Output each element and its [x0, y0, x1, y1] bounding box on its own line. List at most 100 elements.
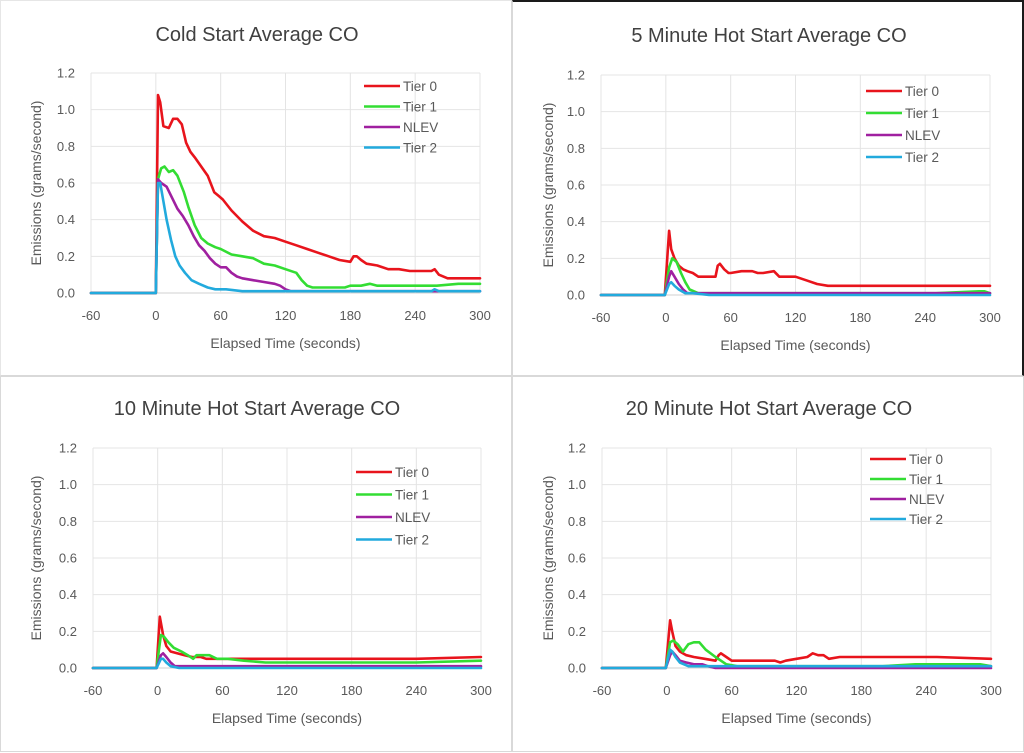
- chart-title: 20 Minute Hot Start Average CO: [626, 398, 912, 420]
- x-tick-label: 0: [154, 683, 161, 698]
- y-tick-label: 1.0: [568, 477, 586, 492]
- y-tick-label: 1.2: [568, 441, 586, 456]
- series-line-tier-0: [600, 619, 993, 670]
- y-tick-label: 0.8: [59, 514, 77, 529]
- x-tick-label: 300: [979, 310, 1001, 325]
- chart-title: 5 Minute Hot Start Average CO: [631, 25, 906, 47]
- series-line-tier-1: [91, 633, 483, 670]
- x-axis-label: Elapsed Time (seconds): [212, 710, 362, 726]
- y-tick-label: 0.4: [59, 587, 77, 602]
- legend-label: Tier 0: [395, 465, 429, 480]
- x-tick-label: 300: [980, 683, 1002, 698]
- x-tick-label: 180: [341, 683, 363, 698]
- y-tick-label: 1.0: [57, 102, 75, 117]
- y-tick-label: 0.4: [57, 212, 75, 227]
- line-chart: Cold Start Average CO 0.0 0.2 0.4 0.6 0.8 1.0 1…: [28, 24, 491, 351]
- x-tick-label: 300: [469, 308, 491, 323]
- legend-label: Tier 2: [403, 141, 437, 156]
- y-tick-label: 0.6: [567, 178, 585, 193]
- x-tick-label: 60: [724, 683, 738, 698]
- y-tick-label: 0.2: [567, 251, 585, 266]
- series-line-tier-2: [91, 657, 483, 670]
- y-tick-label: 1.2: [57, 66, 75, 81]
- legend-label: Tier 2: [395, 533, 429, 548]
- chart-legend: Tier 0 Tier 1 NLEV Tier 2: [364, 79, 438, 156]
- series-line-tier-1: [600, 639, 993, 670]
- y-tick-label: 0.0: [59, 661, 77, 676]
- y-tick-label: 1.0: [59, 477, 77, 492]
- legend-label: Tier 1: [403, 100, 437, 115]
- x-axis-label: Elapsed Time (seconds): [720, 337, 870, 353]
- x-tick-label: 240: [915, 683, 937, 698]
- x-tick-label: 120: [276, 683, 298, 698]
- x-tick-label: 120: [275, 308, 297, 323]
- chart-title: Cold Start Average CO: [155, 24, 358, 46]
- y-tick-label: 0.0: [567, 288, 585, 303]
- x-tick-label: 60: [215, 683, 229, 698]
- x-tick-label: 240: [405, 683, 427, 698]
- line-chart: 20 Minute Hot Start Average CO 0.0 0.2 0.4 0…: [540, 398, 1002, 726]
- legend-label: Tier 0: [909, 452, 943, 467]
- line-chart: 5 Minute Hot Start Average CO 0.0 0.2 0.4 0.…: [540, 25, 1001, 353]
- legend-label: NLEV: [395, 510, 430, 525]
- x-axis-label: Elapsed Time (seconds): [721, 710, 871, 726]
- y-tick-label: 0.6: [59, 551, 77, 566]
- legend-label: Tier 0: [905, 84, 939, 99]
- y-tick-label: 0.0: [568, 661, 586, 676]
- y-tick-label: 0.2: [59, 624, 77, 639]
- legend-label: Tier 1: [905, 106, 939, 121]
- x-tick-label: -60: [593, 683, 612, 698]
- y-tick-label: 0.8: [568, 514, 586, 529]
- chart-legend: Tier 0 Tier 1 NLEV Tier 2: [356, 465, 430, 548]
- series-line-tier-2: [600, 648, 993, 670]
- x-tick-label: -60: [84, 683, 103, 698]
- chart-panel-5min-hot-start: 5 Minute Hot Start Average CO 0.0 0.2 0.4 0.…: [512, 0, 1024, 376]
- y-tick-label: 0.6: [57, 176, 75, 191]
- y-axis-label: Emissions (grams/second): [28, 476, 44, 641]
- x-tick-label: 0: [662, 310, 669, 325]
- series-line-tier-2: [89, 181, 482, 295]
- x-tick-label: 180: [339, 308, 361, 323]
- legend-label: Tier 1: [909, 472, 943, 487]
- line-chart: 10 Minute Hot Start Average CO 0.0 0.2 0.4 0…: [28, 398, 492, 726]
- x-tick-label: 180: [849, 310, 871, 325]
- y-axis-label: Emissions (grams/second): [540, 103, 556, 268]
- x-tick-label: 300: [470, 683, 492, 698]
- legend-label: Tier 1: [395, 488, 429, 503]
- x-tick-label: 120: [786, 683, 808, 698]
- y-axis-label: Emissions (grams/second): [28, 101, 44, 266]
- x-axis-label: Elapsed Time (seconds): [210, 335, 360, 351]
- x-tick-label: 0: [152, 308, 159, 323]
- x-tick-label: 240: [404, 308, 426, 323]
- series-line-tier-0: [89, 93, 482, 295]
- x-tick-label: 180: [850, 683, 872, 698]
- legend-label: Tier 0: [403, 79, 437, 94]
- x-tick-label: 0: [663, 683, 670, 698]
- legend-label: Tier 2: [905, 150, 939, 165]
- chart-panel-10min-hot-start: 10 Minute Hot Start Average CO 0.0 0.2 0.4 0…: [0, 376, 512, 752]
- legend-label: NLEV: [909, 492, 944, 507]
- chart-legend: Tier 0 Tier 1 NLEV Tier 2: [866, 84, 940, 165]
- x-tick-label: 60: [723, 310, 737, 325]
- y-tick-label: 1.2: [59, 441, 77, 456]
- chart-panel-20min-hot-start: 20 Minute Hot Start Average CO 0.0 0.2 0.4 0…: [512, 376, 1024, 752]
- y-tick-label: 0.8: [567, 141, 585, 156]
- y-tick-label: 0.2: [57, 249, 75, 264]
- y-tick-label: 0.6: [568, 551, 586, 566]
- legend-label: NLEV: [403, 120, 438, 135]
- x-tick-label: 60: [213, 308, 227, 323]
- x-tick-label: -60: [82, 308, 101, 323]
- series-line-tier-1: [89, 165, 482, 295]
- y-tick-label: 0.8: [57, 139, 75, 154]
- chart-legend: Tier 0 Tier 1 NLEV Tier 2: [870, 452, 944, 527]
- x-tick-label: -60: [592, 310, 611, 325]
- y-tick-label: 0.2: [568, 624, 586, 639]
- y-tick-label: 0.4: [568, 587, 586, 602]
- chart-title: 10 Minute Hot Start Average CO: [114, 398, 400, 420]
- x-tick-label: 240: [914, 310, 936, 325]
- chart-panel-cold-start: Cold Start Average CO 0.0 0.2 0.4 0.6 0.8 1.0 1…: [0, 0, 512, 376]
- y-axis-label: Emissions (grams/second): [540, 476, 556, 641]
- y-tick-label: 0.4: [567, 214, 585, 229]
- y-tick-label: 0.0: [57, 286, 75, 301]
- y-tick-label: 1.0: [567, 104, 585, 119]
